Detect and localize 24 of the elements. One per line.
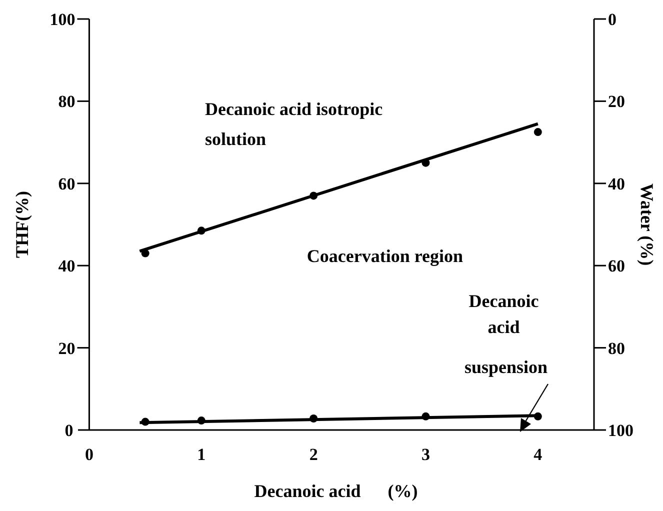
- y2-tick-label: 100: [608, 421, 634, 440]
- y2-tick-label: 0: [608, 10, 616, 29]
- point: [534, 128, 542, 136]
- x-tick-label: 0: [84, 445, 94, 464]
- y-tick-label: 80: [58, 92, 76, 112]
- y-axis-title: THF(%): [12, 191, 32, 258]
- y-tick-label: 60: [58, 174, 76, 194]
- y-tick-label: 0: [64, 421, 74, 440]
- y2-tick-label: 80: [608, 338, 625, 358]
- y2-tick-label: 20: [608, 92, 625, 112]
- x-axis-title: Decanoic acid (%): [254, 481, 418, 501]
- x-tick-label: 4: [534, 445, 543, 464]
- annotation: Decanoic acid isotropic solution: [205, 99, 388, 149]
- y-tick-label: 20: [58, 338, 76, 358]
- y2-tick-label: 60: [608, 256, 625, 276]
- y-tick-label: 100: [50, 10, 76, 29]
- x-tick-label: 2: [309, 445, 318, 464]
- y2-axis-title: Water (%): [637, 183, 657, 266]
- x-tick-label: 1: [197, 445, 206, 464]
- y-tick-label: 40: [58, 256, 76, 276]
- annotation: Coacervation region: [306, 246, 464, 266]
- x-tick-label: 3: [421, 445, 430, 464]
- y2-tick-label: 40: [608, 174, 625, 194]
- annotation: Decanoic acid suspension: [464, 291, 548, 377]
